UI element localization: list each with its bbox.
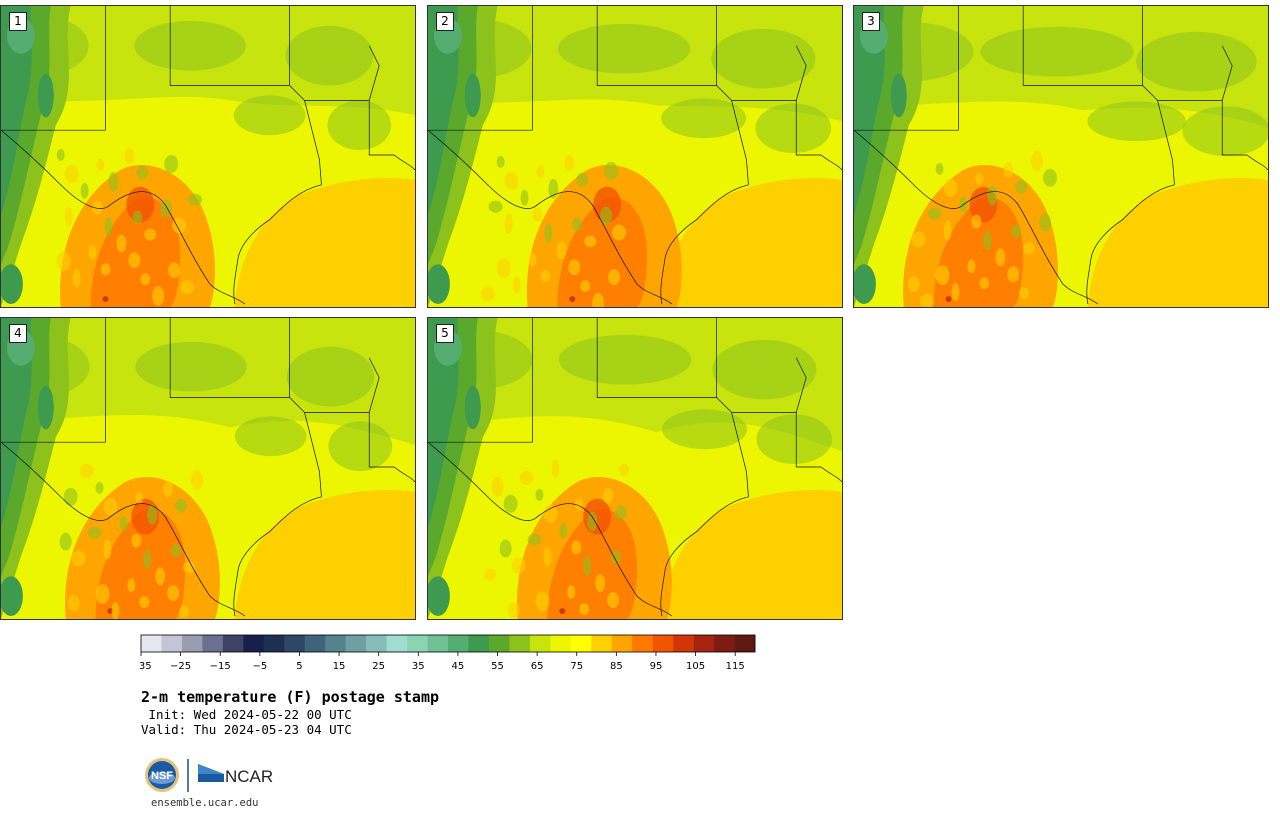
colorbar-bin <box>488 635 510 652</box>
colorbar-bin <box>304 635 326 652</box>
colorbar-bin <box>652 635 674 652</box>
valid-time: Valid: Thu 2024-05-23 04 UTC <box>141 722 352 737</box>
colorbar-bin <box>611 635 633 652</box>
site-url: ensemble.ucar.edu <box>151 797 259 809</box>
colorbar-bin <box>263 635 285 652</box>
colorbar-bin <box>591 635 613 652</box>
map-panel-4: 4 <box>0 317 416 620</box>
colorbar-bin <box>222 635 244 652</box>
map-panel-2: 2 <box>427 5 843 308</box>
panel-number: 1 <box>9 12 27 31</box>
colorbar-bin <box>284 635 306 652</box>
colorbar-bin <box>550 635 572 652</box>
panel-number: 2 <box>436 12 454 31</box>
panel-number: 3 <box>862 12 880 31</box>
colorbar-bin <box>161 635 183 652</box>
colorbar-bin <box>427 635 449 652</box>
colorbar-tick-label: 115 <box>726 661 745 672</box>
colorbar-tick-label: 5 <box>296 661 302 672</box>
temperature-map <box>428 6 842 307</box>
colorbar-bin <box>243 635 265 652</box>
colorbar-tick-label: 35 <box>412 661 425 672</box>
colorbar-bin <box>468 635 490 652</box>
temperature-map <box>1 318 415 619</box>
map-panel-5: 5 <box>427 317 843 620</box>
colorbar-tick-label: 15 <box>333 661 346 672</box>
colorbar-bin <box>632 635 653 652</box>
colorbar-tick-label: 85 <box>610 661 623 672</box>
panel-number: 5 <box>436 324 454 343</box>
map-panel-1: 1 <box>0 5 416 308</box>
colorbar-bin <box>141 635 162 652</box>
map-panel-3: 3 <box>853 5 1269 308</box>
ncar-logo: NCAR <box>198 764 273 786</box>
colorbar-bin <box>407 635 428 652</box>
temperature-map <box>1 6 415 307</box>
temperature-colorbar: −35 −25 −15 −5 5 15 25 35 45 55 65 75 85 95 105 115 <box>140 634 756 672</box>
colorbar-bin <box>570 635 592 652</box>
colorbar-bin <box>673 635 694 652</box>
colorbar-bin <box>714 635 735 652</box>
colorbar-bin <box>325 635 346 652</box>
temperature-map <box>854 6 1268 307</box>
colorbar-bin <box>693 635 715 652</box>
init-time: Init: Wed 2024-05-22 00 UTC <box>141 707 352 722</box>
colorbar-bin <box>734 635 756 652</box>
colorbar-tick-label: 105 <box>686 661 705 672</box>
ncar-logo-text: NCAR <box>225 767 273 786</box>
colorbar-bin <box>366 635 387 652</box>
colorbar-tick-label: 65 <box>531 661 544 672</box>
colorbar-bin <box>448 635 469 652</box>
colorbar-bin <box>345 635 367 652</box>
colorbar-bin <box>386 635 408 652</box>
nsf-logo-text: NSF <box>151 770 173 782</box>
temperature-map <box>428 318 842 619</box>
colorbar-tick-label: 25 <box>372 661 385 672</box>
colorbar-bin <box>181 635 203 652</box>
panel-number: 4 <box>9 324 27 343</box>
colorbar-tick-label: −25 <box>170 661 191 672</box>
colorbar-tick-label: −35 <box>140 661 152 672</box>
colorbar-bin <box>529 635 551 652</box>
colorbar-tick-label: 95 <box>650 661 663 672</box>
colorbar-bin <box>202 635 224 652</box>
nsf-logo: NSF <box>145 758 179 792</box>
colorbar-tick-label: −15 <box>210 661 231 672</box>
colorbar-bin <box>509 635 531 652</box>
colorbar-tick-label: 45 <box>452 661 465 672</box>
colorbar-tick-label: 75 <box>570 661 583 672</box>
figure-title: 2-m temperature (F) postage stamp <box>141 688 440 706</box>
colorbar-tick-label: 55 <box>491 661 504 672</box>
colorbar-tick-label: −5 <box>252 661 267 672</box>
logos: NSF NCAR <box>144 756 284 796</box>
